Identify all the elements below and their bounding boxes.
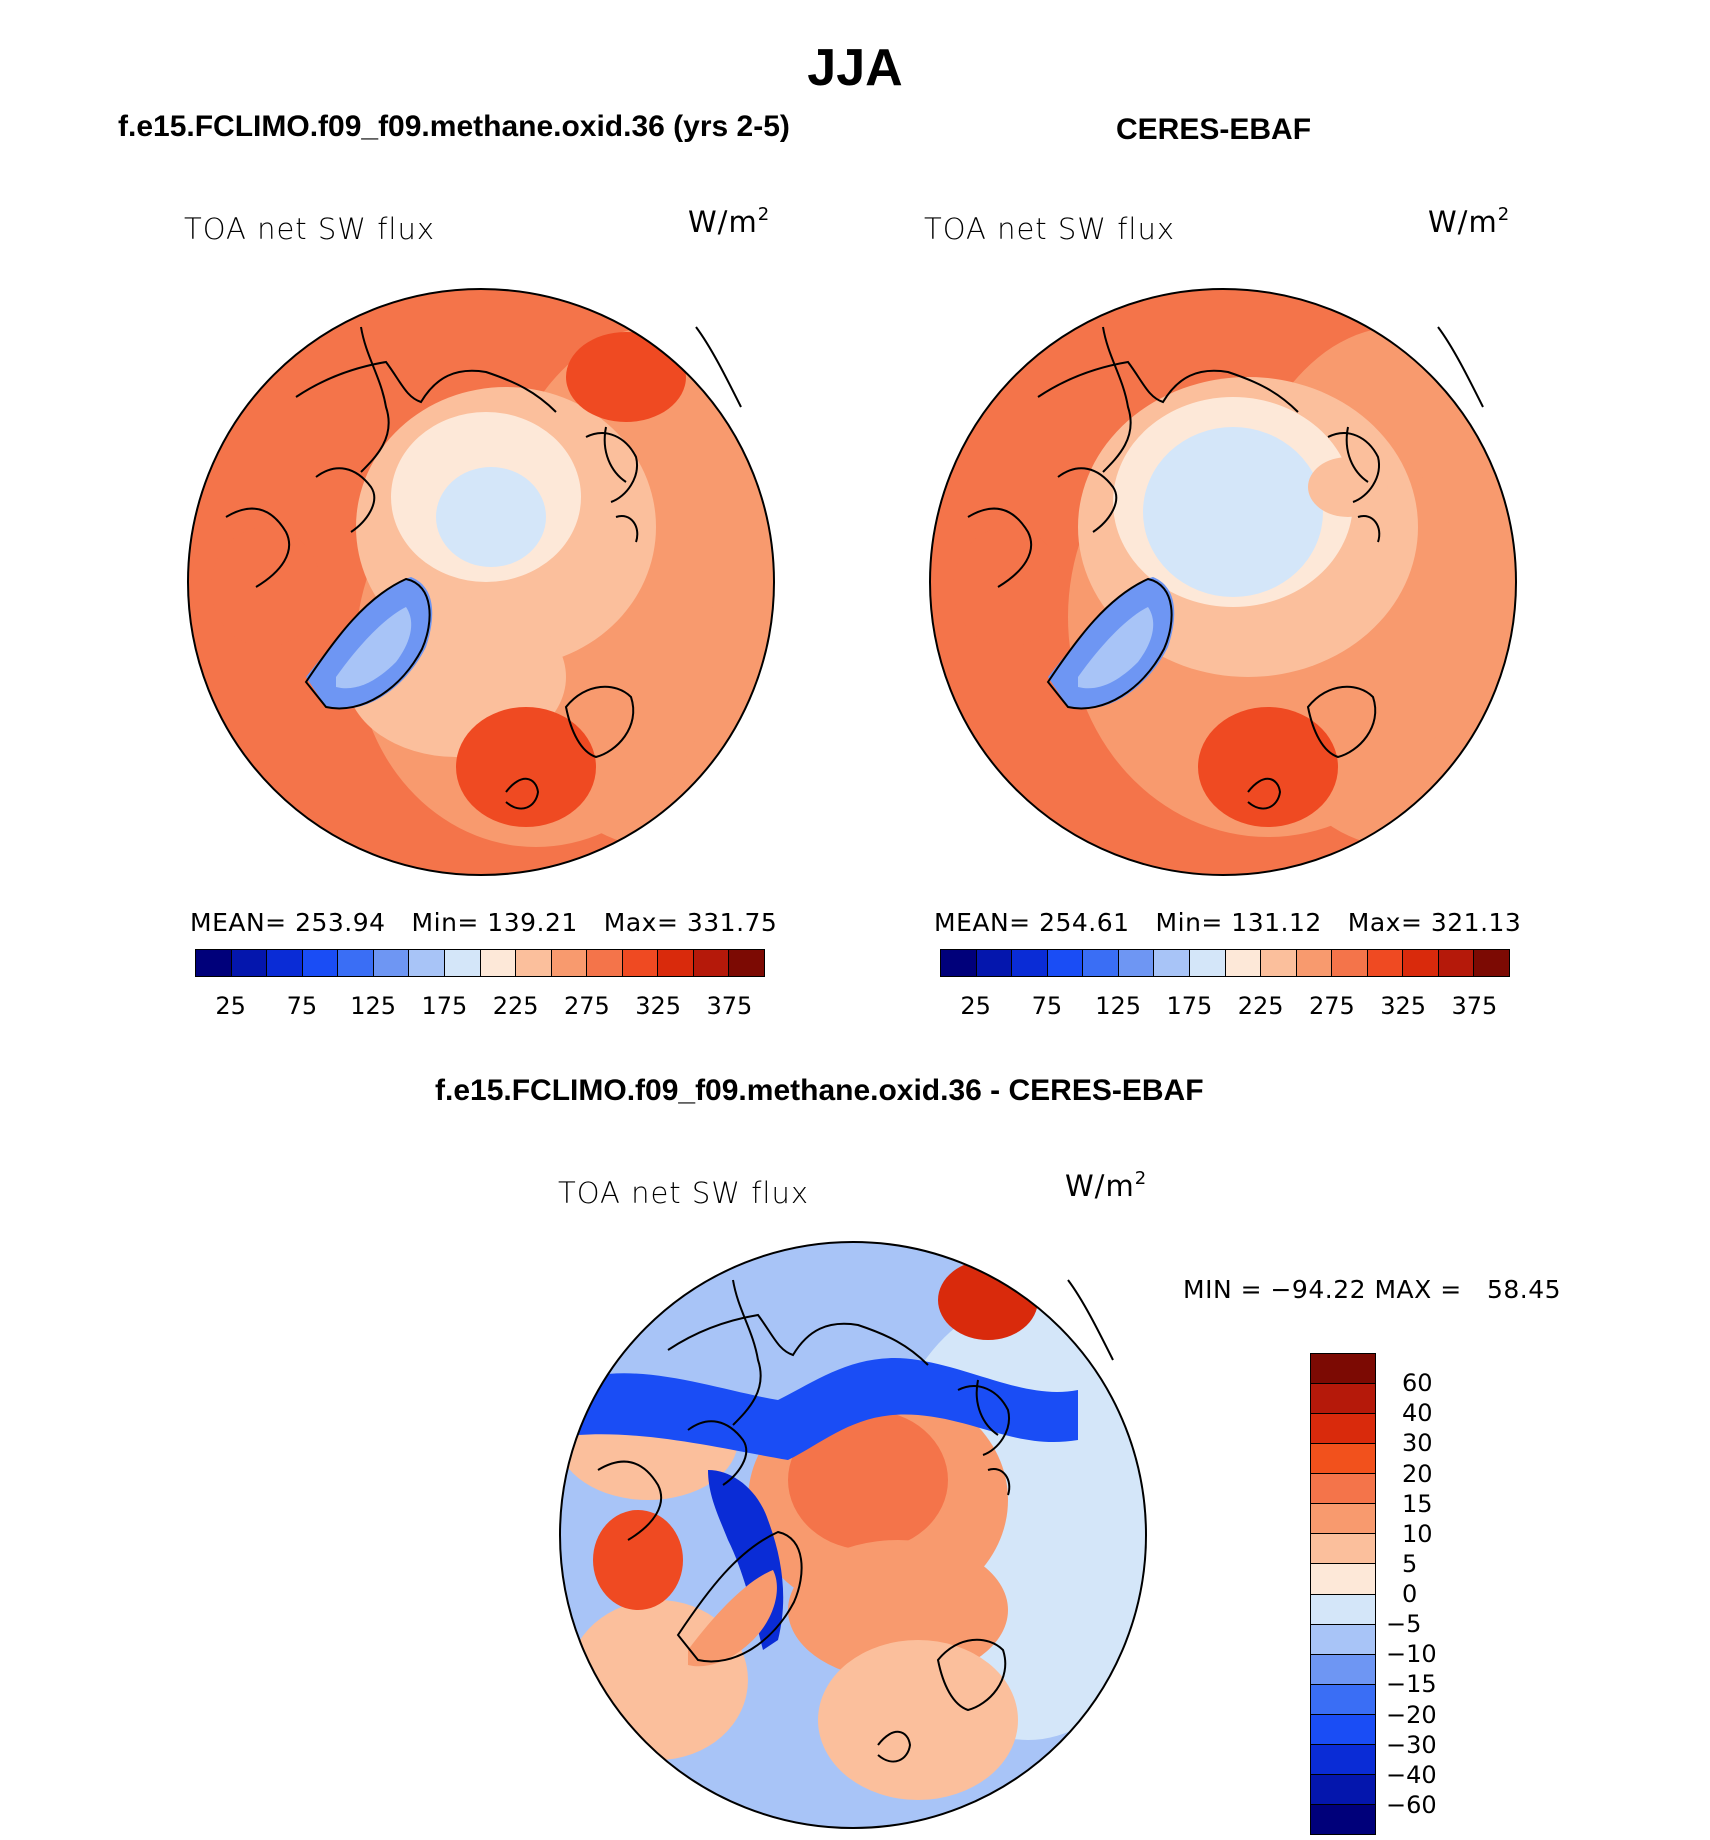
colorbar-swatch <box>1438 950 1475 976</box>
colorbar-tick-label: 375 <box>1451 992 1498 1020</box>
model-panel-stats: MEAN= 253.94 Min= 139.21 Max= 331.75 <box>190 908 778 937</box>
colorbar-tick-label: 30 <box>1402 1429 1433 1458</box>
colorbar-tick-label: 25 <box>960 992 991 1020</box>
colorbar-swatch <box>1332 950 1368 976</box>
colorbar-swatch <box>1296 950 1333 976</box>
diff-polar-map <box>559 1241 1147 1829</box>
colorbar-swatch <box>941 950 977 976</box>
colorbar-swatch <box>587 950 623 976</box>
colorbar-tick-label: 75 <box>1031 992 1063 1020</box>
obs-panel-units: W/m2 <box>1428 204 1511 239</box>
colorbar-swatch <box>1311 1504 1375 1535</box>
model-colorbar <box>195 949 765 977</box>
diff-panel-variable-label: TOA net SW flux <box>558 1176 810 1210</box>
colorbar-swatch <box>1311 1354 1375 1385</box>
model-polar-map <box>187 288 775 876</box>
colorbar-tick-label: 175 <box>1166 992 1213 1020</box>
colorbar-tick-label: 10 <box>1402 1519 1433 1548</box>
colorbar-swatch <box>1367 950 1404 976</box>
obs-panel-variable-label: TOA net SW flux <box>924 212 1176 246</box>
colorbar-swatch <box>1311 1624 1375 1655</box>
colorbar-swatch <box>1012 950 1048 976</box>
obs-panel-subtitle: CERES-EBAF <box>1116 113 1312 146</box>
colorbar-swatch <box>1311 1444 1375 1475</box>
colorbar-swatch <box>1311 1414 1375 1445</box>
colorbar-swatch <box>1403 950 1439 976</box>
colorbar-swatch <box>1311 1804 1375 1834</box>
colorbar-swatch <box>1311 1714 1375 1745</box>
model-panel-variable-label: TOA net SW flux <box>184 212 436 246</box>
colorbar-tick-label: 20 <box>1402 1459 1433 1488</box>
diff-panel-subtitle: f.e15.FCLIMO.f09_f09.methane.oxid.36 - C… <box>435 1074 1204 1107</box>
obs-colorbar <box>940 949 1510 977</box>
colorbar-swatch <box>1311 1654 1375 1685</box>
colorbar-tick-label: 25 <box>215 992 246 1020</box>
colorbar-swatch <box>373 950 410 976</box>
colorbar-tick-label: −60 <box>1386 1790 1437 1819</box>
diff-panel-stats: MIN = −94.22 MAX = 58.45 <box>1183 1275 1562 1304</box>
model-panel-units: W/m2 <box>688 204 771 239</box>
colorbar-tick-label: 275 <box>563 992 610 1020</box>
colorbar-swatch <box>231 950 268 976</box>
colorbar-tick-label: 60 <box>1402 1369 1433 1398</box>
colorbar-swatch <box>1311 1774 1375 1805</box>
colorbar-swatch <box>1311 1744 1375 1775</box>
colorbar-tick-label: 75 <box>286 992 318 1020</box>
colorbar-swatch <box>1189 950 1226 976</box>
colorbar-swatch <box>1311 1474 1375 1505</box>
colorbar-tick-label: −40 <box>1386 1760 1437 1789</box>
colorbar-tick-label: 325 <box>635 992 682 1020</box>
colorbar-swatch <box>196 950 232 976</box>
colorbar-tick-label: 40 <box>1402 1399 1433 1428</box>
colorbar-swatch <box>480 950 517 976</box>
colorbar-swatch <box>1311 1384 1375 1415</box>
colorbar-tick-label: 325 <box>1380 992 1427 1020</box>
colorbar-swatch <box>1154 950 1190 976</box>
colorbar-tick-label: −10 <box>1386 1640 1437 1669</box>
colorbar-tick-label: −15 <box>1386 1670 1437 1699</box>
colorbar-swatch <box>622 950 659 976</box>
colorbar-swatch <box>267 950 303 976</box>
colorbar-swatch <box>976 950 1013 976</box>
colorbar-tick-label: 225 <box>492 992 539 1020</box>
colorbar-tick-label: 125 <box>1095 992 1142 1020</box>
colorbar-swatch <box>1311 1534 1375 1565</box>
colorbar-tick-label: 275 <box>1308 992 1355 1020</box>
colorbar-tick-label: 175 <box>421 992 468 1020</box>
colorbar-swatch <box>1225 950 1262 976</box>
obs-panel-stats: MEAN= 254.61 Min= 131.12 Max= 321.13 <box>934 908 1522 937</box>
colorbar-tick-label: −5 <box>1386 1610 1422 1639</box>
colorbar-tick-label: 375 <box>706 992 753 1020</box>
colorbar-swatch <box>409 950 445 976</box>
colorbar-tick-label: 5 <box>1402 1549 1418 1578</box>
diff-colorbar <box>1310 1353 1376 1835</box>
colorbar-swatch <box>658 950 694 976</box>
colorbar-swatch <box>1474 950 1509 976</box>
obs-polar-map <box>929 288 1517 876</box>
colorbar-swatch <box>1311 1684 1375 1715</box>
colorbar-swatch <box>1311 1594 1375 1625</box>
colorbar-tick-label: −20 <box>1386 1700 1437 1729</box>
colorbar-swatch <box>1083 950 1119 976</box>
colorbar-swatch <box>338 950 374 976</box>
colorbar-swatch <box>516 950 552 976</box>
colorbar-swatch <box>551 950 588 976</box>
colorbar-tick-label: 225 <box>1237 992 1284 1020</box>
colorbar-swatch <box>729 950 764 976</box>
figure-title: JJA <box>807 39 903 97</box>
colorbar-swatch <box>1261 950 1297 976</box>
colorbar-tick-label: 125 <box>350 992 397 1020</box>
colorbar-swatch <box>693 950 730 976</box>
colorbar-swatch <box>1047 950 1084 976</box>
colorbar-tick-label: −30 <box>1386 1730 1437 1759</box>
colorbar-swatch <box>1311 1564 1375 1595</box>
model-panel-subtitle: f.e15.FCLIMO.f09_f09.methane.oxid.36 (yr… <box>118 110 790 143</box>
colorbar-swatch <box>302 950 339 976</box>
colorbar-swatch <box>444 950 481 976</box>
colorbar-tick-label: 15 <box>1402 1489 1433 1518</box>
colorbar-swatch <box>1118 950 1155 976</box>
diff-panel-units: W/m2 <box>1065 1168 1148 1203</box>
colorbar-tick-label: 0 <box>1402 1580 1418 1608</box>
